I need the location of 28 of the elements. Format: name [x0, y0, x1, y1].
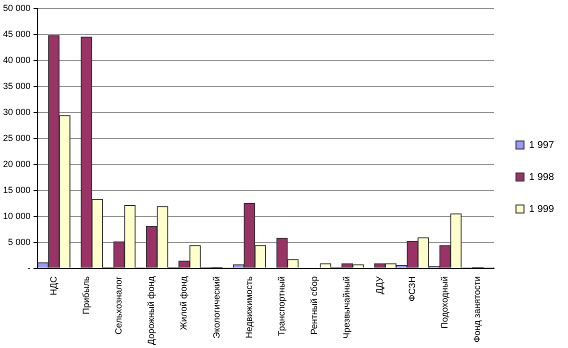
x-tick-label: Экологический — [211, 276, 222, 338]
legend-label: 1 998 — [528, 172, 554, 183]
y-tick-label: 35 000 — [2, 80, 31, 91]
x-tick-label: Дорожный фонд — [146, 276, 156, 346]
x-tick-label: Подоходный — [440, 276, 450, 329]
x-tick-label: Жилой фонд — [178, 276, 189, 330]
x-tick-label: Сельхозналог — [114, 276, 124, 334]
x-tick-label: Транспортный — [276, 276, 287, 336]
y-tick-label: 15 000 — [2, 184, 31, 195]
x-tick-label: Чрезвычайный — [342, 276, 352, 339]
legend-label: 1 999 — [528, 204, 554, 215]
x-tick-label: Фонд занятости — [472, 276, 482, 343]
y-tick-label: 20 000 — [2, 158, 31, 169]
y-tick-label: 50 000 — [2, 2, 31, 13]
y-tick-label: 25 000 — [2, 132, 31, 143]
x-tick-label: Недвижимость — [244, 276, 254, 338]
y-tick-label: 10 000 — [2, 210, 31, 221]
x-tick-label: Рентный сбор — [309, 276, 320, 335]
y-tick-label: 30 000 — [2, 106, 31, 117]
y-tick-label: 5 000 — [8, 236, 31, 247]
y-tick-label: 40 000 — [2, 54, 31, 65]
x-tick-label: НДС — [48, 276, 58, 296]
legend-label: 1 997 — [528, 140, 554, 151]
x-tick-label: ФСЗН — [406, 276, 417, 302]
x-tick-label: Прибыль — [80, 276, 91, 314]
y-tick-label: 45 000 — [2, 28, 31, 39]
x-tick-label: ДДУ — [374, 276, 384, 294]
y-tick-label: - — [28, 262, 31, 273]
